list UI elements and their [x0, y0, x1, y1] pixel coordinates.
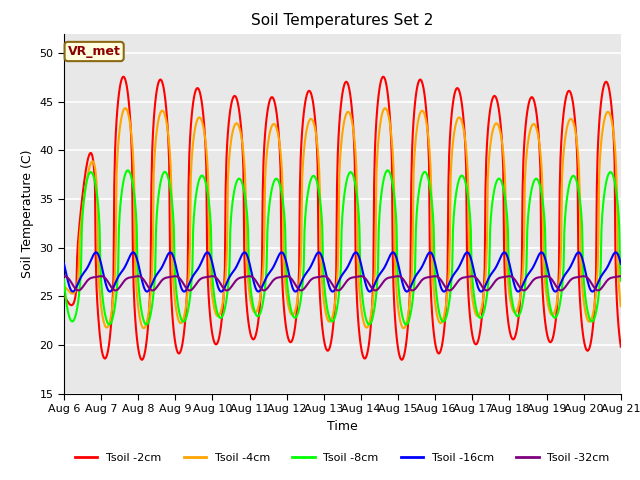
Tsoil -16cm [166, 250, 174, 255]
Tsoil -8cm [403, 322, 410, 327]
X-axis label: Time: Time [327, 420, 358, 432]
Tsoil -32cm [372, 288, 380, 293]
Legend: Tsoil -2cm, Tsoil -4cm, Tsoil -8cm, Tsoil -16cm, Tsoil -32cm: Tsoil -2cm, Tsoil -4cm, Tsoil -8cm, Tsoi… [70, 448, 614, 467]
Tsoil -4cm [568, 116, 575, 122]
Tsoil -2cm [138, 357, 146, 363]
Tsoil -32cm [335, 288, 342, 293]
Tsoil -16cm [207, 255, 215, 261]
Line: Tsoil -32cm: Tsoil -32cm [64, 276, 621, 290]
Tsoil -32cm [246, 273, 253, 279]
Tsoil -4cm [445, 278, 452, 284]
Tsoil -8cm [335, 295, 342, 300]
Tsoil -32cm [390, 274, 397, 280]
Tsoil -32cm [206, 274, 214, 279]
Y-axis label: Soil Temperature (C): Soil Temperature (C) [21, 149, 34, 278]
Tsoil -4cm [335, 173, 343, 179]
Tsoil -2cm [445, 185, 452, 191]
Tsoil -16cm [291, 288, 299, 294]
Tsoil -16cm [390, 250, 397, 255]
Tsoil -4cm [184, 288, 191, 293]
Tsoil -2cm [208, 327, 216, 333]
Tsoil -4cm [208, 289, 216, 295]
Tsoil -2cm [184, 269, 191, 275]
Tsoil -8cm [389, 182, 397, 188]
Tsoil -2cm [60, 293, 68, 299]
Tsoil -32cm [445, 287, 452, 293]
Tsoil -8cm [60, 276, 68, 282]
Line: Tsoil -16cm: Tsoil -16cm [64, 252, 621, 291]
Tsoil -8cm [445, 305, 452, 311]
Tsoil -4cm [140, 325, 147, 331]
Tsoil -4cm [121, 105, 129, 111]
Tsoil -8cm [617, 278, 625, 284]
Tsoil -16cm [617, 261, 625, 266]
Title: Soil Temperatures Set 2: Soil Temperatures Set 2 [252, 13, 433, 28]
Tsoil -4cm [390, 163, 397, 169]
Tsoil -2cm [568, 92, 575, 97]
Tsoil -2cm [390, 283, 397, 289]
Tsoil -16cm [445, 283, 452, 288]
Tsoil -2cm [617, 344, 625, 349]
Tsoil -2cm [335, 121, 343, 127]
Tsoil -16cm [60, 261, 68, 266]
Tsoil -4cm [60, 284, 68, 289]
Tsoil -32cm [568, 276, 575, 282]
Tsoil -32cm [617, 273, 625, 279]
Tsoil -2cm [120, 74, 127, 80]
Tsoil -8cm [568, 175, 575, 181]
Text: VR_met: VR_met [68, 45, 120, 58]
Tsoil -32cm [182, 285, 190, 291]
Tsoil -16cm [335, 277, 343, 283]
Tsoil -32cm [60, 273, 68, 279]
Tsoil -8cm [124, 168, 132, 173]
Tsoil -4cm [617, 303, 625, 309]
Tsoil -16cm [568, 262, 575, 268]
Tsoil -16cm [183, 286, 191, 291]
Tsoil -8cm [207, 226, 215, 231]
Line: Tsoil -2cm: Tsoil -2cm [64, 77, 621, 360]
Tsoil -8cm [183, 312, 191, 318]
Line: Tsoil -8cm: Tsoil -8cm [64, 170, 621, 324]
Line: Tsoil -4cm: Tsoil -4cm [64, 108, 621, 328]
